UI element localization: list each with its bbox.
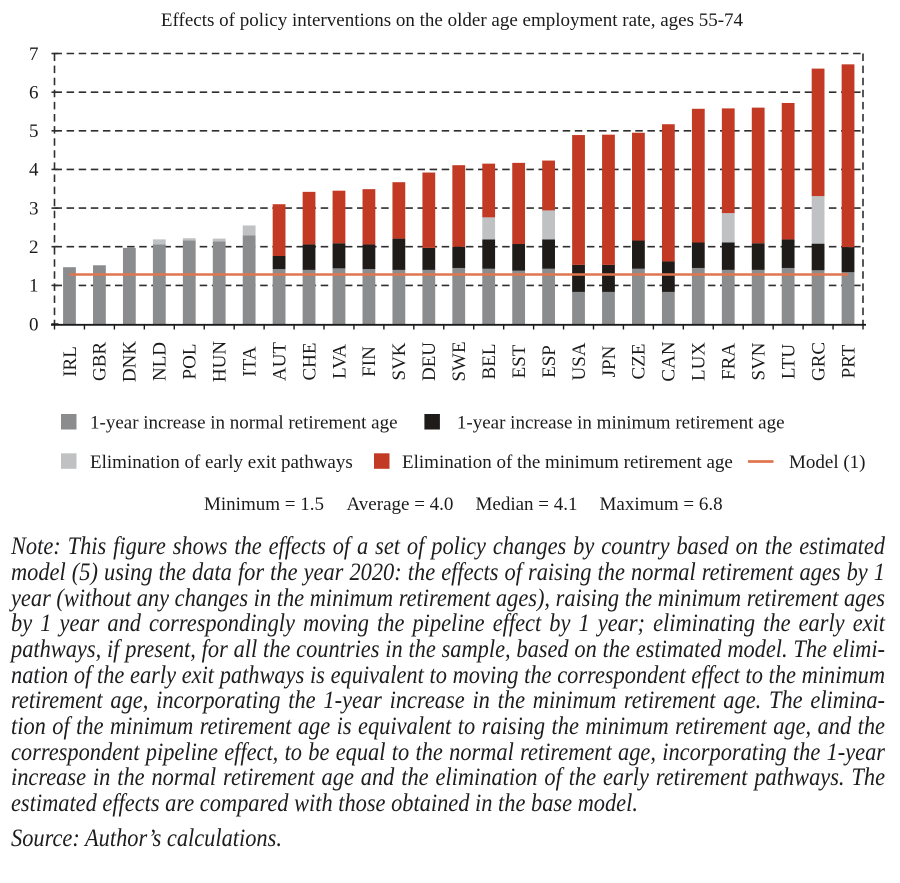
svg-text:1-year increase in normal reti: 1-year increase in normal retirement age [90, 412, 398, 433]
svg-text:LTU: LTU [778, 344, 799, 379]
svg-text:DNK: DNK [120, 341, 141, 382]
svg-text:1: 1 [29, 276, 39, 297]
svg-text:4: 4 [29, 160, 39, 181]
svg-text:6: 6 [29, 83, 39, 104]
svg-text:FRA: FRA [719, 343, 740, 380]
svg-text:LVA: LVA [329, 344, 350, 379]
svg-text:Average = 4.0: Average = 4.0 [347, 494, 454, 515]
svg-text:Model (1): Model (1) [789, 452, 866, 473]
svg-text:Median = 4.1: Median = 4.1 [476, 494, 578, 515]
svg-text:3: 3 [29, 198, 39, 219]
svg-text:Minimum = 1.5: Minimum = 1.5 [204, 494, 324, 515]
svg-text:DEU: DEU [419, 342, 440, 381]
svg-text:PRT: PRT [838, 344, 859, 378]
svg-text:5: 5 [29, 121, 39, 142]
svg-text:SVK: SVK [389, 342, 410, 380]
svg-text:SVN: SVN [748, 342, 769, 380]
svg-text:2: 2 [29, 237, 39, 258]
svg-text:EST: EST [509, 344, 530, 378]
svg-text:ESP: ESP [539, 345, 560, 378]
svg-text:ITA: ITA [239, 346, 260, 376]
svg-text:GBR: GBR [90, 342, 111, 381]
svg-text:JPN: JPN [599, 345, 620, 377]
svg-text:GRC: GRC [808, 342, 829, 381]
svg-text:1-year increase in minimum ret: 1-year increase in minimum retirement ag… [457, 412, 785, 433]
svg-text:Effects of policy intervention: Effects of policy interventions on the o… [161, 10, 744, 31]
svg-text:Maximum = 6.8: Maximum = 6.8 [600, 494, 723, 515]
svg-text:7: 7 [29, 44, 39, 65]
svg-text:Elimination of early exit path: Elimination of early exit pathways [90, 452, 353, 473]
svg-text:LUX: LUX [689, 342, 710, 381]
svg-text:SWE: SWE [449, 341, 470, 381]
svg-text:0: 0 [29, 314, 39, 335]
svg-text:CHE: CHE [299, 343, 320, 381]
svg-text:Elimination of the minimum ret: Elimination of the minimum retirement ag… [402, 452, 733, 473]
svg-text:AUT: AUT [269, 342, 290, 381]
svg-text:BEL: BEL [479, 344, 500, 380]
svg-text:CAN: CAN [659, 341, 680, 381]
svg-text:NLD: NLD [150, 342, 171, 381]
svg-text:FIN: FIN [359, 346, 380, 377]
svg-text:HUN: HUN [209, 341, 230, 382]
svg-text:CZE: CZE [629, 344, 650, 380]
svg-text:IRL: IRL [60, 346, 81, 377]
svg-text:POL: POL [180, 344, 201, 380]
svg-text:USA: USA [569, 342, 590, 380]
